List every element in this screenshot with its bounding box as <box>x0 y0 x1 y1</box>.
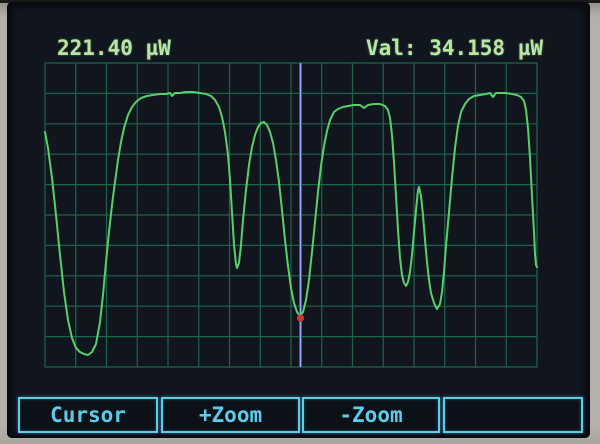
instrument-screen <box>7 2 590 438</box>
cursor-value-readout: Val: 34.158 µW <box>365 36 543 60</box>
bezel-top-edge <box>0 0 600 3</box>
range-readout: 221.40 µW <box>57 36 171 60</box>
blank-softkey-button[interactable] <box>443 397 583 433</box>
cursor-button[interactable]: Cursor <box>18 397 158 433</box>
zoom-out-button[interactable]: -Zoom <box>302 397 440 433</box>
zoom-in-button[interactable]: +Zoom <box>161 397 300 433</box>
